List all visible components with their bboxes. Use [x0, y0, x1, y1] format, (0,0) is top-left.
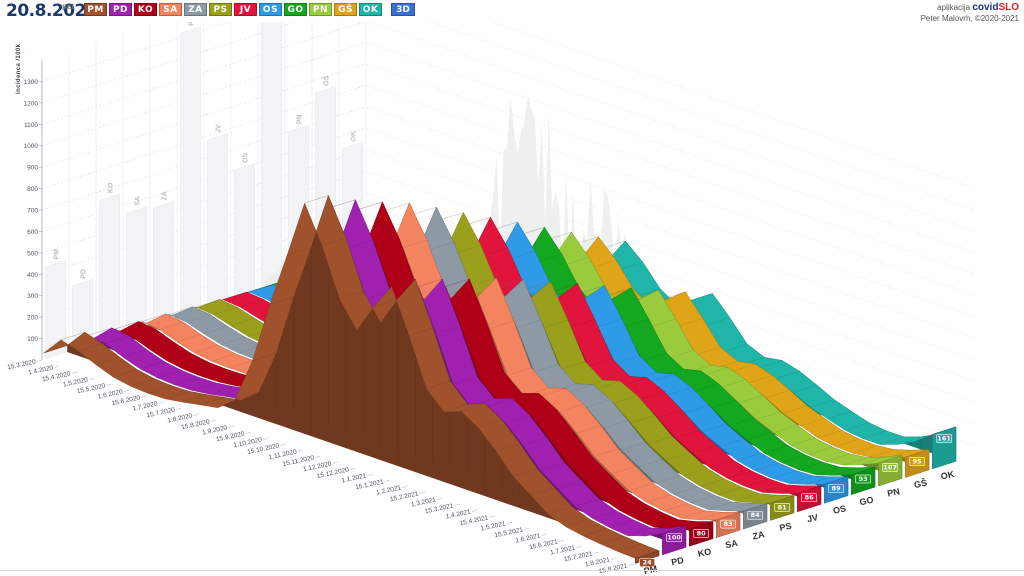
region-label-PM: PM	[643, 563, 658, 576]
svg-text:1000: 1000	[24, 143, 39, 150]
svg-text:incidenca /100k: incidenca /100k	[16, 43, 22, 94]
svg-text:800: 800	[27, 186, 38, 193]
region-value-OS: 89	[832, 484, 842, 492]
region-value-JV: 86	[805, 494, 815, 502]
region-value-badge-PN	[882, 463, 898, 472]
day-of-week-label: pet	[62, 2, 74, 11]
brand-prefix: aplikacija	[937, 3, 971, 12]
region-label-GS: GŠ	[913, 477, 928, 490]
svg-text:PS: PS	[189, 22, 196, 26]
svg-text:1300: 1300	[24, 79, 39, 86]
region-button-JV[interactable]: JV	[234, 3, 257, 16]
copyright-credit: Peter Malovrh, ©2020-2021	[920, 14, 1019, 23]
region-value-badge-ZA	[747, 510, 763, 520]
region-button-PD[interactable]: PD	[109, 3, 132, 16]
region-button-GS[interactable]: GŠ	[334, 3, 357, 16]
svg-text:100: 100	[27, 336, 38, 343]
region-value-KO: 80	[697, 529, 707, 537]
svg-text:PN: PN	[297, 115, 304, 125]
svg-text:900: 900	[27, 165, 38, 172]
region-button-GO[interactable]: GO	[284, 3, 307, 16]
branding: aplikacija covidSLO Peter Malovrh, ©2020…	[921, 2, 1019, 24]
svg-text:SA: SA	[135, 196, 142, 206]
svg-text:PD: PD	[81, 269, 88, 279]
region-label-PD: PD	[670, 555, 685, 567]
svg-text:300: 300	[27, 293, 38, 300]
svg-text:PM: PM	[54, 249, 61, 260]
chart-3d-ridgeline[interactable]: 100 200 300 400 500 600 700 800 900 1000 1100 1200 1…	[0, 22, 1024, 576]
region-button-OS[interactable]: OS	[259, 3, 282, 16]
region-value-badge-GS	[909, 457, 925, 466]
chart-svg: 100 200 300 400 500 600 700 800 900 1000 1100 1200 1…	[7, 22, 976, 576]
region-value-badge-OS	[828, 484, 844, 493]
region-value-badge-OK	[936, 434, 952, 443]
region-value-badge-PS	[774, 503, 790, 512]
region-ridge-PM[interactable]	[43, 194, 660, 564]
region-label-OS: OS	[832, 503, 847, 515]
region-value-OK: 161	[937, 435, 951, 443]
current-date: 20.8.2021	[6, 1, 98, 21]
region-value-PN: 107	[883, 463, 897, 471]
region-value-badge-JV	[801, 493, 817, 503]
region-value-SA: 83	[724, 520, 733, 528]
region-value-badge-GO	[855, 474, 871, 484]
region-value-ZA: 84	[751, 511, 761, 519]
region-button-OK[interactable]: OK	[359, 3, 382, 16]
region-label-OK: OK	[940, 469, 956, 482]
toggle-3d-button[interactable]: 3D	[391, 3, 415, 16]
region-label-KO: KO	[697, 546, 712, 559]
svg-text:700: 700	[27, 208, 38, 215]
svg-text:600: 600	[27, 229, 38, 236]
svg-text:1200: 1200	[24, 100, 39, 107]
svg-text:200: 200	[27, 315, 38, 322]
region-value-PM: 24	[643, 558, 653, 566]
region-button-SA[interactable]: SA	[159, 3, 182, 16]
bottom-divider	[0, 570, 1024, 571]
region-value-PD: 100	[667, 534, 681, 542]
svg-text:400: 400	[27, 272, 38, 279]
region-label-GO: GO	[859, 495, 875, 508]
region-value-GS: 95	[913, 457, 923, 465]
region-button-KO[interactable]: KO	[134, 3, 157, 16]
region-label-ZA: ZA	[752, 529, 766, 541]
svg-text:JV: JV	[216, 124, 223, 133]
chart-backwall: 100 200 300 400 500 600 700 800 900 1000 1100 1200 1…	[16, 22, 976, 446]
region-button-PN[interactable]: PN	[309, 3, 332, 16]
region-value-badge-KO	[693, 529, 709, 538]
brand-slo: SLO	[998, 2, 1019, 13]
region-label-PS: PS	[779, 521, 793, 533]
region-label-SA: SA	[724, 538, 739, 550]
region-value-badge-SA	[720, 519, 736, 529]
region-ridges[interactable]	[43, 194, 957, 564]
svg-text:ZA: ZA	[162, 191, 169, 200]
region-button-PM[interactable]: PM	[84, 3, 107, 16]
region-button-PS[interactable]: PS	[209, 3, 232, 16]
svg-text:KO: KO	[108, 182, 115, 193]
svg-text:OK: OK	[351, 131, 358, 142]
region-value-GO: 93	[859, 475, 868, 483]
brand-covid: covid	[972, 2, 999, 13]
svg-text:OS: OS	[243, 152, 250, 162]
svg-text:500: 500	[27, 250, 38, 257]
svg-text:GŠ: GŠ	[322, 75, 331, 85]
region-value-badge-PD	[666, 533, 682, 543]
top-toolbar: 20.8.2021 pet PM PD KO SA ZA PS JV OS GO PN GŠ OK 3…	[0, 0, 1024, 24]
region-value-PS: 81	[778, 503, 788, 511]
region-label-JV: JV	[806, 512, 819, 524]
region-value-badge-PM	[639, 558, 655, 567]
region-button-ZA[interactable]: ZA	[184, 3, 207, 16]
svg-text:1100: 1100	[24, 122, 38, 129]
region-label-PN: PN	[886, 486, 900, 498]
